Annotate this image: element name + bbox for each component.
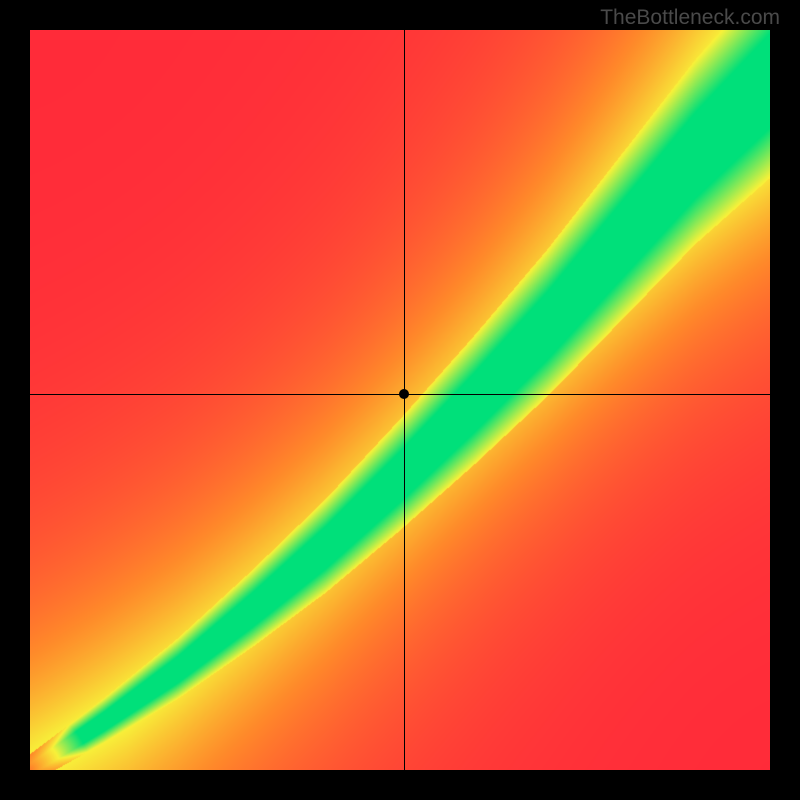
- crosshair-vertical: [404, 30, 405, 770]
- crosshair-dot: [399, 389, 409, 399]
- heatmap-canvas: [30, 30, 770, 770]
- plot-area: [30, 30, 770, 770]
- watermark-text: TheBottleneck.com: [600, 6, 780, 30]
